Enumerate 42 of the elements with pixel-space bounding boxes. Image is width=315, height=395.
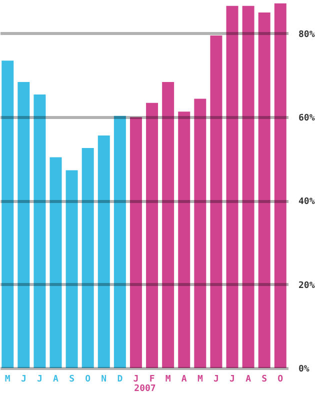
y-tick-label: 60% bbox=[298, 114, 315, 124]
text: 2007 bbox=[134, 384, 156, 394]
x-tick-label: O bbox=[85, 374, 92, 384]
bar bbox=[50, 157, 62, 368]
bar bbox=[226, 6, 238, 368]
bar bbox=[2, 60, 14, 368]
y-tick-label: 40% bbox=[298, 197, 315, 208]
bar bbox=[66, 170, 78, 368]
x-tick-label: S bbox=[69, 374, 75, 384]
bar bbox=[82, 148, 94, 368]
x-tick-label: F bbox=[149, 374, 155, 384]
bar bbox=[258, 12, 270, 368]
bar bbox=[146, 102, 158, 368]
bar bbox=[274, 3, 286, 368]
bar bbox=[114, 116, 126, 368]
bar bbox=[194, 98, 206, 368]
x-tick-label: D bbox=[117, 374, 124, 384]
x-tick-label: J bbox=[37, 374, 42, 384]
x-tick-label: S bbox=[262, 374, 268, 384]
x-tick-label: M bbox=[197, 374, 204, 384]
x-tick-label: A bbox=[246, 374, 252, 384]
y-tick-label: 20% bbox=[298, 280, 315, 291]
bar bbox=[34, 94, 46, 368]
x-tick-label: J bbox=[133, 374, 139, 384]
x-tick-label: J bbox=[230, 374, 235, 384]
bar bbox=[178, 112, 190, 368]
x-tick-label: A bbox=[53, 374, 60, 384]
x-tick-label: J bbox=[213, 374, 219, 384]
x-tick-label: M bbox=[4, 374, 11, 384]
bar bbox=[18, 82, 30, 368]
bar bbox=[130, 117, 142, 368]
bar bbox=[162, 82, 174, 368]
y-tick-label: 0% bbox=[298, 364, 310, 374]
bar bbox=[242, 6, 254, 368]
bar bbox=[210, 36, 222, 368]
x-tick-label: O bbox=[278, 374, 284, 384]
bar bbox=[98, 135, 110, 368]
x-tick-label: J bbox=[20, 374, 26, 384]
y-tick-label: 80% bbox=[298, 30, 315, 40]
x-tick-label: A bbox=[181, 374, 188, 384]
x-tick-label: M bbox=[165, 374, 172, 384]
x-tick-label: N bbox=[101, 374, 107, 384]
